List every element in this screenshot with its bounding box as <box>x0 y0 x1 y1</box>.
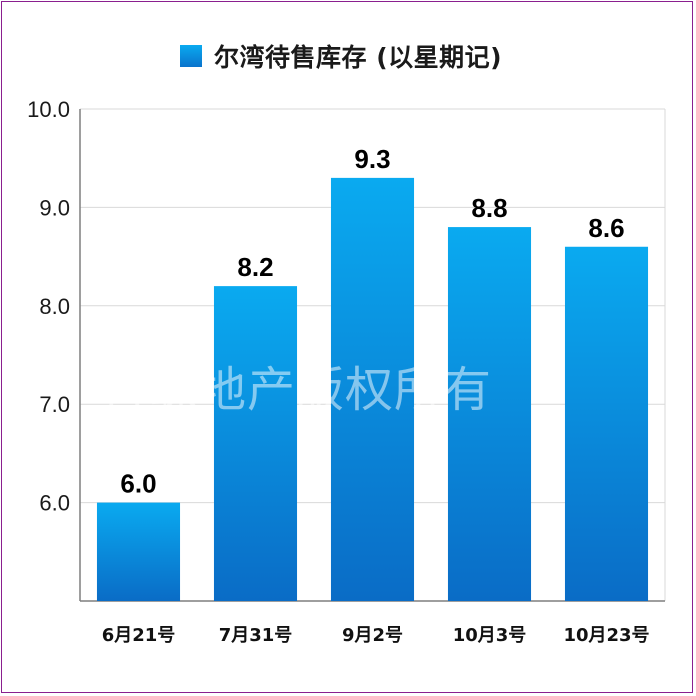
y-tick-label: 8.0 <box>39 294 70 319</box>
data-label: 8.6 <box>588 213 624 243</box>
y-tick-label: 10.0 <box>27 97 70 122</box>
x-tick-label: 7月31号 <box>219 625 293 646</box>
data-label: 9.3 <box>354 144 390 174</box>
chart-legend: 尔湾待售库存 (以星期记) <box>180 36 502 76</box>
bar <box>330 177 415 601</box>
legend-label: 尔湾待售库存 (以星期记) <box>214 43 503 72</box>
bar <box>564 246 649 601</box>
bar <box>96 502 181 601</box>
x-tick-label: 10月23号 <box>563 625 649 646</box>
y-tick-label: 7.0 <box>39 392 70 417</box>
x-tick-label: 6月21号 <box>102 625 176 646</box>
x-tick-label: 10月3号 <box>453 625 527 646</box>
data-label: 8.2 <box>237 252 273 282</box>
data-label: 8.8 <box>471 193 507 223</box>
y-tick-label: 6.0 <box>39 491 70 516</box>
bar <box>447 227 532 601</box>
bar <box>213 286 298 601</box>
x-tick-label: 9月2号 <box>342 625 403 646</box>
data-label: 6.0 <box>120 469 156 499</box>
legend-swatch <box>180 45 202 67</box>
y-tick-label: 9.0 <box>39 195 70 220</box>
